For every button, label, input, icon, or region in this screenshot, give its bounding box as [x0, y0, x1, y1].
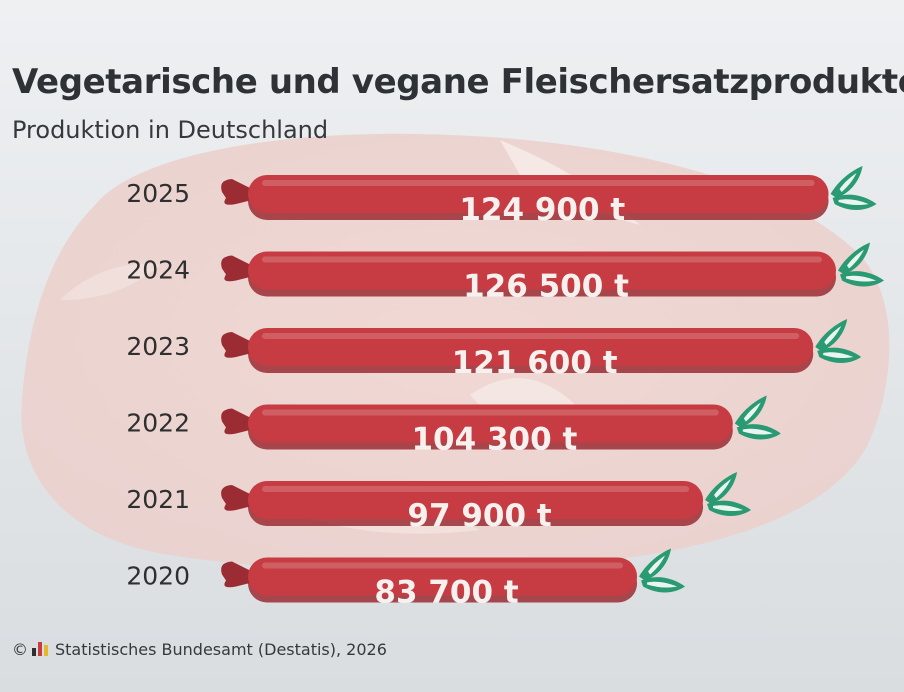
- category-label: 2020: [126, 562, 190, 591]
- leaf-icon: [639, 548, 686, 593]
- sausage-highlight: [262, 333, 800, 339]
- chart-subtitle: Produktion in Deutschland: [12, 116, 329, 144]
- sausage-highlight: [262, 409, 719, 416]
- sausage-tie: [221, 332, 252, 358]
- sausage-bar: [248, 481, 704, 519]
- sausage-bar: [248, 404, 733, 443]
- sausage-highlight: [262, 486, 690, 492]
- sausage-highlight: [262, 562, 624, 569]
- value-label: 83 700 t: [374, 575, 518, 611]
- sausage-highlight: [262, 180, 815, 186]
- sausage-highlight: [262, 256, 822, 263]
- value-label: 97 900 t: [407, 498, 551, 534]
- destatis-logo-icon: [32, 642, 49, 656]
- sausage-tie: [221, 179, 252, 205]
- source-text: Statistisches Bundesamt (Destatis), 2026: [55, 640, 387, 659]
- sausage-tie: [221, 561, 252, 588]
- bar-row: 2020 83 700 t: [126, 548, 686, 611]
- sausage-bar: [248, 328, 814, 366]
- category-label: 2025: [126, 179, 190, 208]
- bar-row: 2024 126 500 t: [126, 242, 884, 305]
- bar-row: 2025 124 900 t: [126, 166, 877, 228]
- leaf-icon: [705, 472, 752, 516]
- category-label: 2024: [126, 256, 190, 285]
- value-label: 121 600 t: [452, 345, 618, 381]
- leaf-icon: [838, 242, 884, 287]
- category-label: 2022: [126, 409, 190, 438]
- sausage-tie: [221, 485, 252, 511]
- value-label: 104 300 t: [411, 422, 577, 458]
- bar-row: 2021 97 900 t: [126, 472, 752, 534]
- sausage-tie: [221, 255, 252, 282]
- leaf-icon: [734, 395, 781, 440]
- sausage-bar: [248, 251, 836, 290]
- value-label: 126 500 t: [463, 269, 629, 305]
- leaf-icon: [830, 166, 877, 210]
- value-label: 124 900 t: [459, 192, 625, 228]
- bar-row: 2023 121 600 t: [126, 319, 862, 381]
- bar-row: 2022 104 300 t: [126, 395, 781, 458]
- category-label: 2021: [126, 485, 190, 514]
- leaf-icon: [815, 319, 862, 363]
- sausage-tie: [221, 408, 252, 435]
- category-label: 2023: [126, 332, 190, 361]
- sausage-bar: [248, 175, 829, 213]
- sausage-bar: [248, 557, 638, 596]
- chart-title: Vegetarische und vegane Fleischersatzpro…: [12, 62, 904, 102]
- copyright-symbol: ©: [12, 640, 28, 659]
- source-footer: © Statistisches Bundesamt (Destatis), 202…: [12, 640, 387, 659]
